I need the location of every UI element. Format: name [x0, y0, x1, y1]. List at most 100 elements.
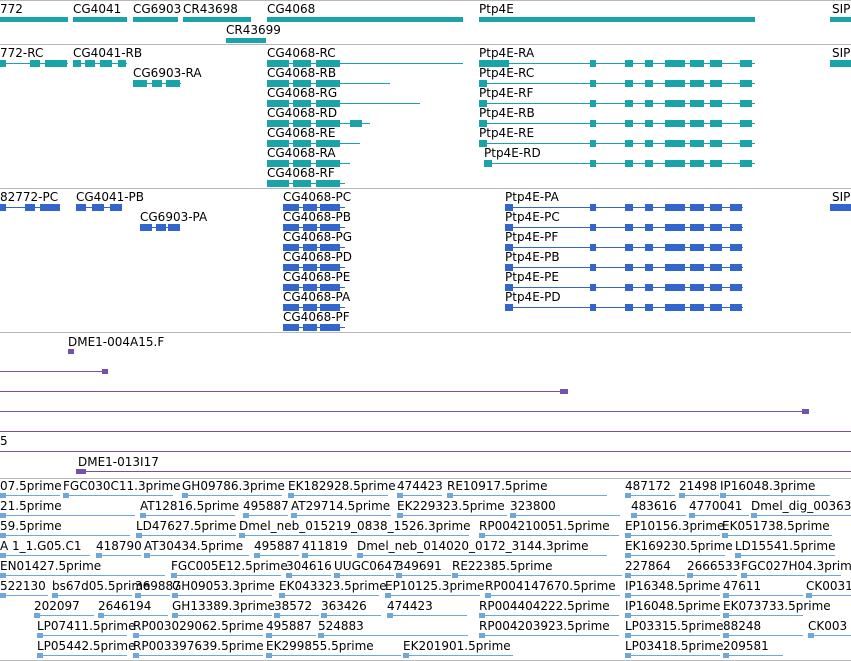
transcript-label[interactable]: CG4068-RD [267, 106, 338, 120]
transcript-exon[interactable] [267, 160, 289, 167]
protein-exon[interactable] [76, 204, 86, 211]
transcript-exon[interactable] [479, 120, 487, 127]
est-label[interactable]: EK299855.5prime [266, 639, 374, 653]
est-label[interactable]: Dmel_neb_015219_0838_1526.3prime [239, 519, 471, 533]
est-label[interactable]: LD47627.5prime [136, 519, 237, 533]
est-end[interactable] [0, 573, 6, 578]
est-label[interactable]: RP004404222.5prime [479, 599, 610, 613]
gene-glyph[interactable] [830, 17, 851, 22]
protein-exon[interactable] [505, 224, 513, 231]
protein-exon[interactable] [92, 204, 104, 211]
est-label[interactable]: 227864 [625, 559, 671, 573]
est-label[interactable]: UUGC0647 [334, 559, 400, 573]
protein-exon[interactable] [110, 204, 122, 211]
transcript-exon[interactable] [645, 160, 653, 167]
transcript-intron[interactable] [479, 63, 755, 64]
est-line[interactable] [625, 595, 720, 596]
protein-exon[interactable] [710, 304, 722, 311]
transcript-label[interactable]: Ptp4E-RE [479, 126, 535, 140]
clone-line[interactable] [0, 431, 851, 432]
clone-line[interactable] [0, 371, 107, 372]
est-end[interactable] [397, 513, 403, 518]
est-label[interactable]: 363426 [321, 599, 367, 613]
protein-label[interactable]: CG4068-PD [283, 250, 353, 264]
transcript-exon[interactable] [645, 60, 653, 67]
est-line[interactable] [140, 515, 235, 516]
protein-exon[interactable] [320, 224, 340, 231]
est-end[interactable] [479, 613, 485, 618]
transcript-label[interactable]: CG6903-RA [133, 66, 202, 80]
gene-label[interactable]: CG4068 [267, 2, 316, 16]
est-end[interactable] [447, 493, 453, 498]
est-line[interactable] [37, 635, 127, 636]
protein-exon[interactable] [505, 304, 513, 311]
est-end[interactable] [723, 653, 729, 658]
est-line[interactable] [96, 555, 141, 556]
est-label[interactable]: bs67d05.5prime [52, 579, 151, 593]
est-line[interactable] [63, 495, 173, 496]
protein-exon[interactable] [645, 264, 653, 271]
protein-exon[interactable] [320, 284, 340, 291]
est-line[interactable] [0, 515, 135, 516]
clone-end[interactable] [76, 469, 86, 474]
protein-exon[interactable] [665, 224, 685, 231]
transcript-exon[interactable] [293, 80, 311, 87]
transcript-exon[interactable] [665, 80, 685, 87]
protein-exon[interactable] [665, 244, 685, 251]
est-label[interactable]: Dmel_neb_014020_0172_3144.3prime [357, 539, 589, 553]
transcript-exon[interactable] [484, 160, 492, 167]
protein-exon[interactable] [283, 264, 299, 271]
transcript-intron[interactable] [267, 63, 463, 64]
est-line[interactable] [452, 575, 622, 576]
transcript-exon[interactable] [350, 120, 362, 127]
est-end[interactable] [808, 633, 814, 638]
protein-exon[interactable] [730, 304, 742, 311]
est-line[interactable] [679, 495, 719, 496]
est-label[interactable]: 202097 [34, 599, 80, 613]
transcript-exon[interactable] [665, 140, 685, 147]
est-end[interactable] [625, 633, 631, 638]
protein-exon[interactable] [710, 244, 722, 251]
gene-glyph[interactable] [183, 17, 251, 22]
transcript-label[interactable]: CG4068-RE [267, 126, 336, 140]
est-label[interactable]: 21.5prime [0, 499, 62, 513]
est-label[interactable]: EK169230.5prime [625, 539, 733, 553]
est-line[interactable] [723, 655, 783, 656]
transcript-intron[interactable] [479, 143, 755, 144]
protein-exon[interactable] [590, 244, 596, 251]
protein-exon[interactable] [690, 224, 704, 231]
protein-exon[interactable] [320, 304, 340, 311]
gene-label[interactable]: CR43699 [226, 23, 281, 37]
est-label[interactable]: EK073733.5prime [723, 599, 831, 613]
transcript-exon[interactable] [710, 80, 722, 87]
est-line[interactable] [254, 555, 299, 556]
transcript-exon[interactable] [267, 60, 289, 67]
protein-label[interactable]: Ptp4E-PD [505, 290, 561, 304]
est-line[interactable] [52, 595, 132, 596]
clone-label[interactable]: 5 [0, 434, 8, 448]
clone-label[interactable]: DME1-004A15.F [68, 335, 165, 349]
est-line[interactable] [133, 655, 263, 656]
transcript-label[interactable]: 772-RC [0, 46, 44, 60]
transcript-exon[interactable] [625, 60, 633, 67]
protein-label[interactable]: 82772-PC [0, 190, 59, 204]
est-line[interactable] [397, 495, 442, 496]
est-line[interactable] [723, 635, 803, 636]
est-label[interactable]: 38572 [274, 599, 313, 613]
est-label[interactable]: 411819 [302, 539, 348, 553]
transcript-exon[interactable] [100, 60, 112, 67]
protein-exon[interactable] [665, 204, 685, 211]
est-label[interactable]: 474423 [397, 479, 443, 493]
transcript-label[interactable]: CG4068-RC [267, 46, 336, 60]
est-end[interactable] [133, 633, 139, 638]
est-line[interactable] [182, 495, 282, 496]
est-line[interactable] [479, 635, 619, 636]
est-line[interactable] [689, 515, 749, 516]
gene-label[interactable]: SIP3 [832, 2, 851, 16]
est-end[interactable] [751, 513, 757, 518]
est-end[interactable] [274, 613, 280, 618]
transcript-exon[interactable] [590, 160, 596, 167]
est-label[interactable]: AT30434.5prime [144, 539, 244, 553]
protein-exon[interactable] [625, 224, 633, 231]
est-end[interactable] [136, 533, 142, 538]
